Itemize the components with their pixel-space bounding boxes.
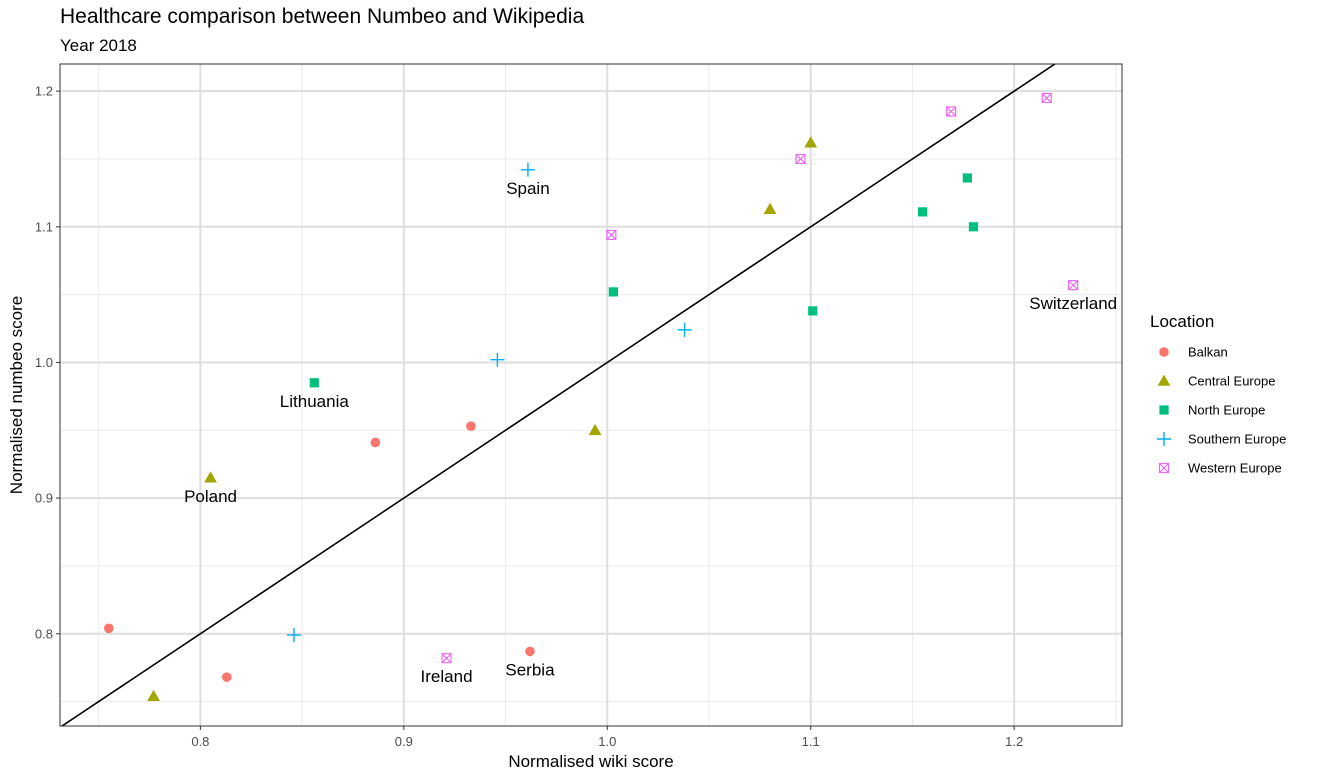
y-tick-label: 1.0 xyxy=(35,355,53,370)
x-axis-title: Normalised wiki score xyxy=(508,752,673,771)
chart-subtitle: Year 2018 xyxy=(60,36,137,55)
legend-label-western-europe: Western Europe xyxy=(1188,461,1282,476)
data-point-western-europe xyxy=(1041,92,1052,104)
data-point-north-europe xyxy=(309,378,319,388)
data-point-central-europe xyxy=(588,423,602,436)
data-point-western-europe xyxy=(441,653,452,664)
data-point-balkan xyxy=(104,623,114,634)
data-point-central-europe xyxy=(804,136,818,148)
data-point-central-europe xyxy=(204,471,217,483)
y-tick-label: 1.1 xyxy=(35,219,53,234)
y-tick-label: 1.2 xyxy=(35,84,53,99)
data-point-central-europe xyxy=(147,689,160,701)
legend-label-central-europe: Central Europe xyxy=(1188,374,1275,389)
point-label: Lithuania xyxy=(280,392,350,411)
data-point-southern-europe xyxy=(286,628,301,643)
data-point-balkan xyxy=(525,646,535,657)
legend-title: Location xyxy=(1150,312,1214,331)
point-label: Serbia xyxy=(505,660,555,679)
plot-panel-border xyxy=(59,63,1123,727)
x-tick-label: 0.9 xyxy=(395,734,413,749)
data-point-balkan xyxy=(222,672,232,682)
data-point-balkan xyxy=(466,421,476,432)
data-point-balkan xyxy=(370,437,381,448)
legend-label-southern-europe: Southern Europe xyxy=(1188,432,1286,447)
data-point-western-europe xyxy=(946,106,957,117)
point-annotations: Spain Lithuania Poland Ireland Serbia Switzer… xyxy=(184,179,1117,686)
legend: Location Balkan Central Europe North Europ… xyxy=(1150,312,1286,476)
legend-key-central-europe xyxy=(1157,374,1171,386)
y-axis-ticks: 0.8 0.9 1.0 1.1 1.2 xyxy=(35,84,60,641)
data-point-western-europe xyxy=(795,153,806,165)
point-label: Poland xyxy=(184,487,237,506)
data-point-north-europe xyxy=(608,287,618,297)
x-tick-label: 1.0 xyxy=(598,734,616,749)
chart-title: Healthcare comparison between Numbeo and… xyxy=(60,5,585,28)
legend-items: Balkan Central Europe North Europe Southern… xyxy=(1157,345,1286,476)
legend-label-north-europe: North Europe xyxy=(1188,403,1265,418)
x-tick-label: 1.2 xyxy=(1005,734,1023,749)
y-tick-label: 0.8 xyxy=(35,626,53,641)
data-points xyxy=(104,92,1079,701)
data-point-north-europe xyxy=(968,222,979,232)
legend-key-balkan xyxy=(1159,347,1169,357)
grid-minor xyxy=(60,64,1122,726)
data-point-north-europe xyxy=(962,173,972,183)
reference-line xyxy=(60,64,1057,726)
y-axis-title: Normalised numbeo score xyxy=(7,296,26,494)
x-tick-label: 0.8 xyxy=(191,734,209,749)
x-axis-ticks: 0.8 0.9 1.0 1.1 1.2 xyxy=(191,726,1023,749)
legend-key-western-europe xyxy=(1158,462,1170,474)
legend-label-balkan: Balkan xyxy=(1188,345,1228,360)
legend-key-north-europe xyxy=(1159,405,1169,415)
x-tick-label: 1.1 xyxy=(802,734,820,749)
data-point-southern-europe xyxy=(677,322,692,337)
plot-panel-background xyxy=(60,64,1122,726)
data-point-southern-europe xyxy=(520,162,535,177)
data-point-north-europe xyxy=(918,207,928,217)
y-tick-label: 0.9 xyxy=(35,491,53,506)
point-label: Spain xyxy=(506,179,549,198)
grid-major xyxy=(60,64,1122,726)
point-label: Switzerland xyxy=(1029,294,1117,313)
data-point-central-europe xyxy=(763,202,777,214)
data-point-north-europe xyxy=(808,306,818,316)
point-label: Ireland xyxy=(421,667,473,686)
legend-key-southern-europe xyxy=(1157,432,1171,446)
data-point-western-europe xyxy=(1068,280,1079,291)
data-point-southern-europe xyxy=(490,352,505,367)
data-point-western-europe xyxy=(606,229,617,241)
